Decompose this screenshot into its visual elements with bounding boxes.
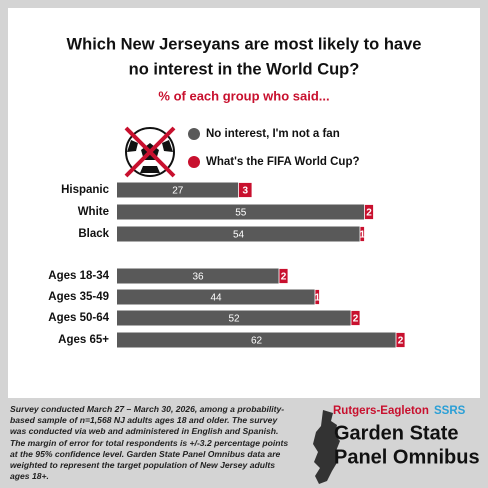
legend-label: What's the FIFA World Cup? — [206, 156, 360, 168]
legend-label: No interest, I'm not a fan — [206, 128, 340, 140]
value-label: 54 — [233, 230, 245, 241]
bar-segment — [117, 268, 279, 284]
category-label: Hispanic — [61, 184, 110, 196]
category-label: Black — [78, 228, 109, 240]
value-label: 1 — [359, 230, 365, 241]
chart-title: Which New Jerseyans are most likely to h… — [67, 35, 422, 53]
value-label: 2 — [281, 272, 287, 283]
bar-segment — [117, 204, 365, 220]
logo-line: Garden State — [334, 422, 458, 444]
bar-segment — [350, 310, 361, 326]
value-label: 62 — [251, 336, 263, 347]
category-label: Ages 35-49 — [48, 291, 109, 303]
value-label: 55 — [235, 208, 247, 219]
value-label: 1 — [314, 293, 320, 304]
value-label: 2 — [398, 336, 404, 347]
bar-segment — [117, 182, 239, 198]
bar-segment — [117, 289, 315, 305]
value-label: 3 — [242, 186, 248, 197]
value-label: 2 — [353, 314, 359, 325]
category-label: White — [78, 206, 109, 218]
bar-segment — [359, 226, 365, 242]
bar-segment — [364, 204, 374, 220]
value-label: 44 — [210, 293, 222, 304]
bar-segment — [395, 332, 406, 348]
legend-swatch — [188, 156, 200, 168]
value-label: 52 — [228, 314, 240, 325]
bar-segment — [117, 226, 360, 242]
bar-segment — [117, 332, 396, 348]
bar-segment — [278, 268, 289, 284]
value-label: 36 — [192, 272, 204, 283]
value-label: 2 — [366, 208, 372, 219]
category-label: Ages 50-64 — [48, 312, 109, 324]
category-label: Ages 18-34 — [48, 270, 109, 282]
logo-partner: SSRS — [434, 405, 466, 417]
legend-swatch — [188, 128, 200, 140]
icon — [124, 126, 176, 178]
bar-segment — [238, 182, 253, 198]
bar-segment — [117, 310, 351, 326]
bar-segment — [314, 289, 320, 305]
logo-org: Rutgers-Eagleton — [333, 405, 429, 417]
chart-title: no interest in the World Cup? — [129, 60, 360, 78]
logo-line: Panel Omnibus — [334, 446, 480, 468]
logo: Rutgers-Eagleton SSRS Garden State Panel… — [313, 405, 480, 484]
value-label: 27 — [172, 186, 184, 197]
note: Survey conducted March 27 – March 30, 20… — [10, 404, 289, 482]
category-label: Ages 65+ — [58, 334, 109, 346]
subtitle: % of each group who said... — [158, 88, 329, 103]
